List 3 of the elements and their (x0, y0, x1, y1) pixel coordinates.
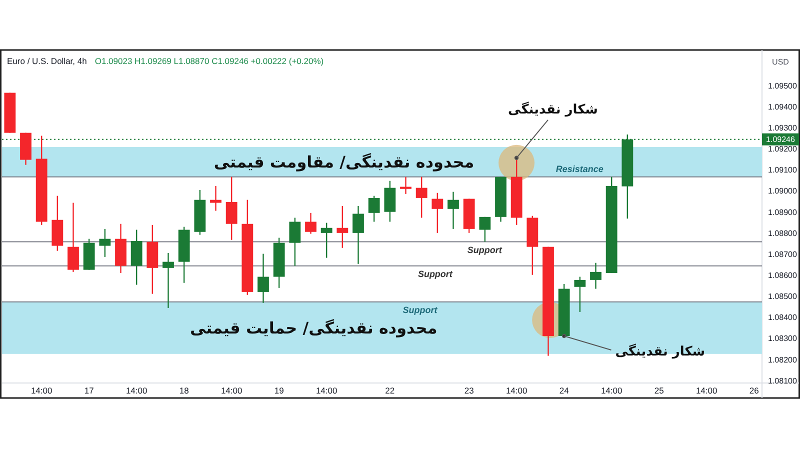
subtitle: O1.09023 H1.09269 L1.08870 C1.09246 +0.00222 (+0.20%) (94, 56, 324, 66)
ref-line-label: 1.09246 (766, 134, 796, 144)
title: Euro / U.S. Dollar, 4h (7, 56, 87, 66)
